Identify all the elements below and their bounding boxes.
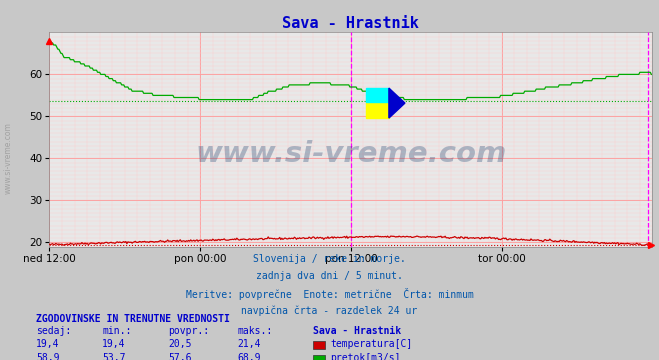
Text: www.si-vreme.com: www.si-vreme.com [195,140,507,168]
Text: sedaj:: sedaj: [36,326,71,336]
Text: 19,4: 19,4 [36,339,60,350]
Text: 58,9: 58,9 [36,353,60,360]
Text: 20,5: 20,5 [168,339,192,350]
Title: Sava - Hrastnik: Sava - Hrastnik [283,16,419,31]
Text: 21,4: 21,4 [237,339,261,350]
Text: www.si-vreme.com: www.si-vreme.com [4,122,13,194]
Text: ZGODOVINSKE IN TRENUTNE VREDNOSTI: ZGODOVINSKE IN TRENUTNE VREDNOSTI [36,314,230,324]
Text: 57,6: 57,6 [168,353,192,360]
Bar [366,102,389,118]
Text: maks.:: maks.: [237,326,272,336]
Polygon shape [389,88,405,118]
Bar [366,88,389,102]
Text: min.:: min.: [102,326,132,336]
Text: navpična črta - razdelek 24 ur: navpična črta - razdelek 24 ur [241,306,418,316]
Text: zadnja dva dni / 5 minut.: zadnja dva dni / 5 minut. [256,271,403,281]
Text: Sava - Hrastnik: Sava - Hrastnik [313,326,401,336]
Text: pretok[m3/s]: pretok[m3/s] [330,353,401,360]
Text: 53,7: 53,7 [102,353,126,360]
Text: povpr.:: povpr.: [168,326,209,336]
Text: 68,9: 68,9 [237,353,261,360]
Text: 19,4: 19,4 [102,339,126,350]
Text: Slovenija / reke in morje.: Slovenija / reke in morje. [253,254,406,264]
Text: Meritve: povprečne  Enote: metrične  Črta: minmum: Meritve: povprečne Enote: metrične Črta:… [186,288,473,300]
Text: temperatura[C]: temperatura[C] [330,339,413,350]
